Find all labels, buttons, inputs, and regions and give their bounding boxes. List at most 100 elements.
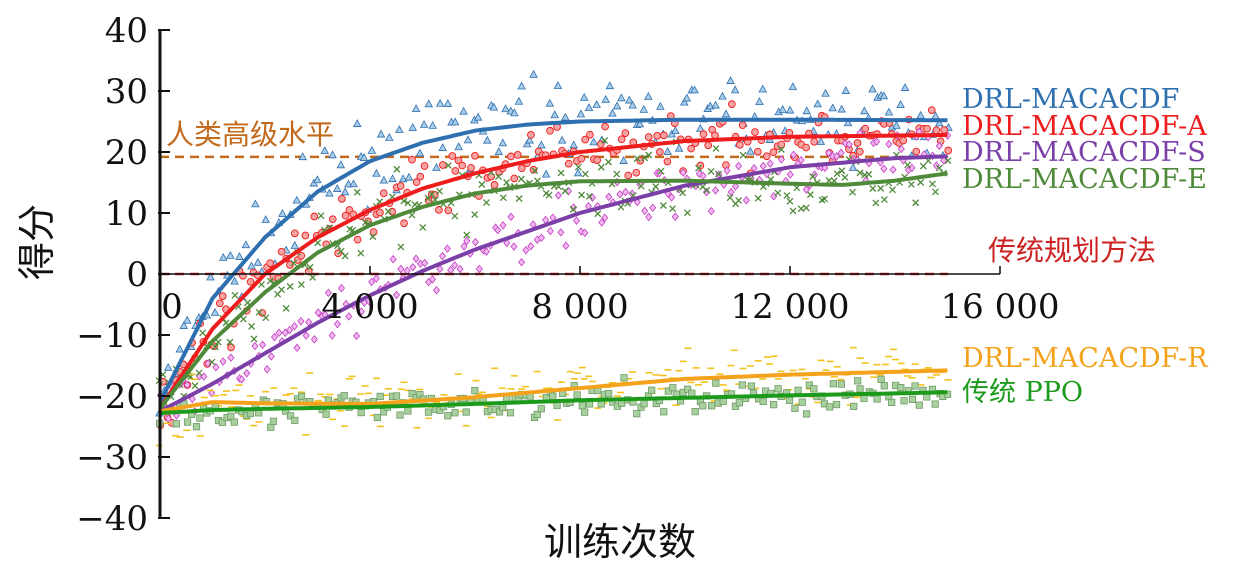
scatter-point: [554, 191, 562, 200]
scatter-point: [499, 221, 507, 230]
scatter-point: [573, 168, 583, 177]
scatter-point: [837, 380, 845, 388]
scatter-point: [463, 135, 473, 144]
scatter-point: [503, 179, 511, 186]
y-axis-title: 得分: [15, 204, 59, 280]
scatter-point: [376, 129, 386, 138]
scatter-point: [613, 170, 621, 178]
scatter-point: [191, 382, 199, 390]
scatter-point: [448, 152, 457, 160]
scatter-point: [522, 246, 530, 255]
scatter-point: [281, 328, 289, 337]
scatter-point: [372, 274, 380, 283]
scatter-point: [546, 226, 554, 236]
scatter-point: [388, 174, 397, 183]
scatter-point: [616, 190, 624, 199]
scatter-point: [788, 82, 798, 91]
scatter-point: [439, 161, 447, 169]
scatter-point: [635, 119, 645, 128]
scatter-point: [557, 135, 567, 144]
scatter-point: [742, 196, 750, 205]
scatter-point: [640, 400, 648, 408]
scatter-point: [849, 188, 857, 196]
scatter-point: [569, 205, 577, 213]
scatter-point: [393, 165, 401, 173]
scatter-point: [251, 199, 260, 208]
scatter-point: [712, 186, 720, 195]
scatter-point: [916, 110, 925, 119]
scatter-point: [498, 138, 508, 147]
scatter-point: [759, 397, 767, 406]
scatter-point: [396, 411, 404, 419]
scatter-point: [579, 92, 589, 101]
scatter-point: [641, 206, 649, 216]
scatter-point: [261, 215, 271, 223]
scatter-point: [578, 191, 586, 199]
scatter-point: [438, 251, 447, 261]
scatter-point: [179, 321, 189, 329]
scatter-point: [227, 353, 235, 362]
scatter-point: [436, 264, 444, 274]
scatter-point: [919, 162, 927, 170]
scatter-point: [211, 343, 219, 351]
scatter-point: [340, 187, 350, 196]
scatter-point: [645, 212, 653, 222]
reference-label: 人类高级水平: [166, 118, 334, 151]
scatter-point: [762, 152, 771, 161]
scatter-point: [904, 161, 912, 169]
scatter-point: [286, 283, 294, 290]
scatter-point: [574, 163, 582, 171]
scatter-point: [397, 243, 405, 251]
scatter-point: [735, 161, 743, 171]
scatter-point: [379, 175, 389, 184]
scatter-point: [777, 140, 786, 149]
scatter-point: [473, 112, 483, 121]
scatter-point: [398, 174, 408, 183]
scatter-point: [537, 140, 546, 149]
scatter-point: [286, 412, 295, 420]
scatter-point: [325, 188, 334, 197]
scatter-point: [227, 343, 235, 352]
scatter-point: [653, 131, 662, 140]
scatter-point: [707, 206, 715, 216]
scatter-point: [345, 312, 353, 321]
x-tick-label: 12 000: [731, 287, 850, 327]
series-line: [159, 368, 948, 414]
x-tick-label: 16 000: [941, 287, 1060, 327]
scatter-point: [310, 335, 318, 344]
scatter-point: [833, 152, 841, 161]
scatter-point: [702, 187, 711, 197]
x-tick-label: 8 000: [531, 287, 628, 327]
scatter-point: [352, 119, 362, 127]
scatter-point: [428, 190, 436, 198]
scatter-point: [389, 255, 397, 264]
scatter-point: [843, 118, 853, 127]
scatter-point: [915, 401, 923, 409]
scatter-point: [810, 385, 818, 393]
scatter-point: [212, 363, 220, 372]
scatter-point: [471, 237, 479, 247]
scatter-point: [243, 369, 251, 378]
scatter-point: [622, 187, 630, 197]
scatter-point: [778, 105, 787, 113]
scatter-point: [255, 308, 263, 316]
x-tick-label: 0: [161, 287, 183, 327]
scatter-point: [860, 394, 868, 402]
scatter-point: [655, 148, 664, 156]
scatter-point: [380, 408, 388, 416]
scatter-point: [712, 379, 720, 387]
scatter-point: [467, 164, 475, 172]
scatter-point: [897, 144, 905, 154]
scatter-point: [774, 385, 782, 393]
scatter-point: [510, 174, 519, 183]
scatter-point: [435, 206, 443, 214]
scatter-point: [632, 168, 641, 177]
scatter-point: [282, 304, 290, 312]
scatter-point: [482, 247, 490, 256]
scatter-point: [879, 91, 889, 100]
scatter-point: [444, 412, 452, 420]
scatter-point: [357, 249, 365, 257]
scatter-point: [789, 207, 797, 215]
scatter-point: [359, 153, 369, 161]
scatter-point: [247, 261, 256, 270]
